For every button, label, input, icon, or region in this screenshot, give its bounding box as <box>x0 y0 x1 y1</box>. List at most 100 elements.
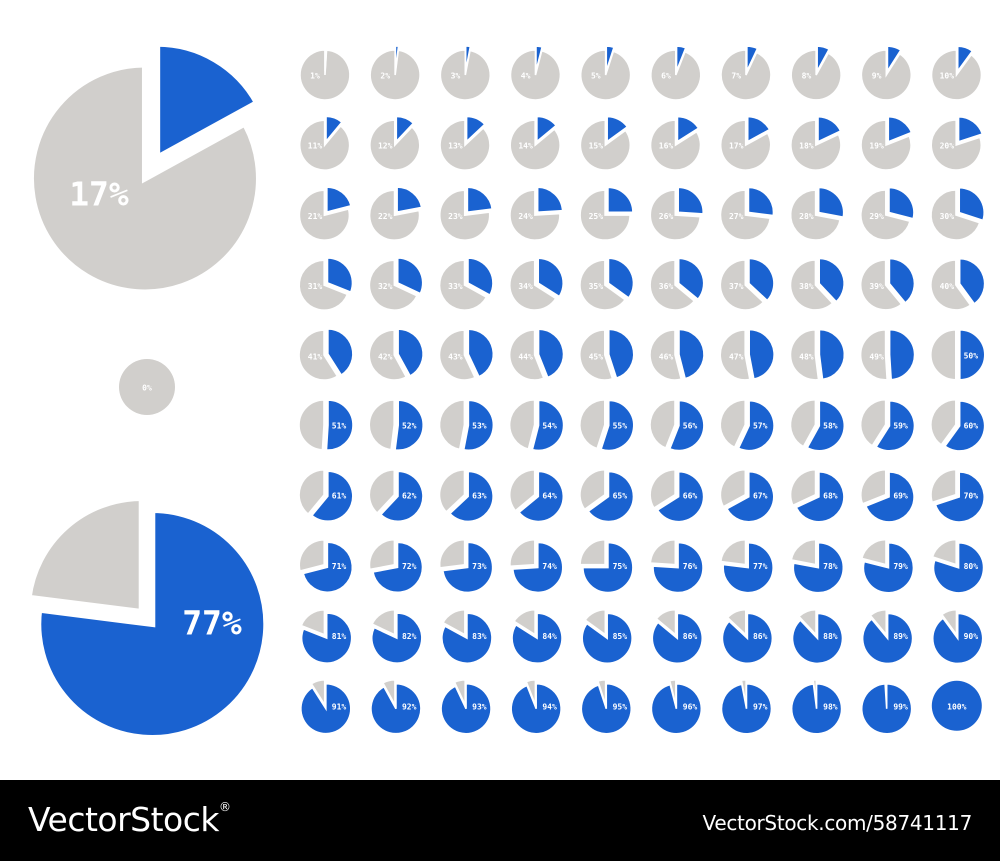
pie-26-empty-slice <box>649 189 702 241</box>
pie-29-empty-slice <box>860 189 911 241</box>
pie-72-label: 72% <box>402 562 417 571</box>
large-pie-77: 77% <box>25 494 270 741</box>
pie-20: 20% <box>930 115 984 171</box>
pie-66-filled-slice <box>656 470 705 523</box>
pie-84-empty-slice <box>512 608 536 637</box>
pie-12-label: 12% <box>378 142 393 151</box>
pie-38-filled-slice <box>818 257 845 303</box>
pie-2-label: 2% <box>380 72 390 81</box>
small-pie-grid: 1% 2% 3% 4% 5% 6% 7% 8% 9% 10% 11% 12% 13% 14% 15% 16% 1… <box>298 45 986 735</box>
pie-1-filled-slice <box>324 45 328 72</box>
pie-49-empty-slice <box>859 329 889 381</box>
pie-8-empty-slice <box>790 49 842 101</box>
image-id: VectorStock.com/58741117 <box>702 811 973 835</box>
pie-43-label: 43% <box>448 352 463 361</box>
pie-47-filled-slice <box>748 328 775 381</box>
pie-94-filled-slice <box>510 682 562 735</box>
pie-61-empty-slice <box>298 469 325 516</box>
pie-57-empty-slice <box>719 398 747 449</box>
pie-93-filled-slice <box>440 682 492 735</box>
pie-38-label: 38% <box>799 282 814 291</box>
pie-34-label: 34% <box>518 282 533 291</box>
pie-19-empty-slice <box>860 119 912 171</box>
pie-23-empty-slice <box>438 189 491 241</box>
pie-26: 26% <box>649 186 704 241</box>
pie-79-empty-slice <box>860 538 887 566</box>
pie-96-filled-slice <box>650 682 703 735</box>
pie-88-filled-slice <box>791 612 844 665</box>
pie-51-label: 51% <box>332 422 347 431</box>
pie-65-empty-slice <box>579 468 606 511</box>
pie-18-label: 18% <box>799 142 814 151</box>
pie-93-label: 93% <box>472 702 487 711</box>
pie-40-filled-slice <box>958 257 986 306</box>
pie-65-label: 65% <box>613 492 628 501</box>
pie-4-empty-slice <box>509 49 562 101</box>
pie-71-label: 71% <box>332 562 347 571</box>
pie-9-label: 9% <box>872 72 882 81</box>
pie-84-label: 84% <box>542 632 557 641</box>
pie-8-filled-slice <box>816 45 831 72</box>
pie-39-label: 39% <box>869 282 884 291</box>
pie-56-empty-slice <box>649 399 676 450</box>
pie-2-filled-slice <box>394 45 400 72</box>
pie-50-filled-slice <box>959 328 986 381</box>
pie-23: 23% <box>438 186 494 241</box>
pie-86-empty-slice <box>655 608 677 637</box>
pie-64-label: 64% <box>542 492 557 501</box>
pie-36-filled-slice <box>677 257 705 301</box>
pie-70-empty-slice <box>930 468 957 504</box>
pie-25: 25% <box>579 186 634 241</box>
pie-90-empty-slice <box>940 608 958 638</box>
pie-54: 54% <box>508 399 565 452</box>
pie-12: 12% <box>369 115 421 171</box>
pie-60-label: 60% <box>964 422 979 431</box>
pie-10-filled-slice <box>956 45 974 74</box>
pie-33-label: 33% <box>448 282 463 291</box>
pie-5-filled-slice <box>605 45 615 72</box>
pie-47-empty-slice <box>719 329 751 381</box>
pie-10: 10% <box>930 45 983 101</box>
pie-13: 13% <box>439 115 491 171</box>
pie-99-filled-slice <box>860 682 913 735</box>
pie-55-filled-slice <box>600 399 635 452</box>
pie-62-filled-slice <box>379 470 424 523</box>
pie-31: 31% <box>298 257 354 311</box>
pie-0-empty-slice <box>119 359 175 415</box>
pie-95-filled-slice <box>580 682 633 735</box>
pie-69-empty-slice <box>860 468 887 505</box>
pie-90-filled-slice <box>931 612 984 665</box>
pie-86: 86% <box>651 608 704 665</box>
pie-48: 48% <box>789 328 846 381</box>
pie-92-empty-slice <box>381 679 396 706</box>
pie-6-filled-slice <box>675 45 687 72</box>
pie-83: 83% <box>441 608 493 664</box>
large-pie-77-filled-slice <box>35 506 270 741</box>
pie-20-empty-slice <box>930 119 983 171</box>
pie-59: 59% <box>859 398 916 452</box>
pie-53-label: 53% <box>472 422 487 431</box>
large-pie-17-empty-slice <box>27 61 262 296</box>
pie-30-label: 30% <box>940 212 955 221</box>
pie-52: 52% <box>368 399 424 451</box>
pie-30-empty-slice <box>930 189 981 241</box>
pie-80-label: 80% <box>964 562 979 571</box>
pie-91: 91% <box>300 679 352 735</box>
pie-13-empty-slice <box>439 119 491 171</box>
pie-32-label: 32% <box>378 282 393 291</box>
pie-16-empty-slice <box>649 119 702 171</box>
pie-39-empty-slice <box>859 259 903 311</box>
pie-59-empty-slice <box>859 398 887 447</box>
pie-45-empty-slice <box>579 329 614 381</box>
pie-31-empty-slice <box>298 259 349 311</box>
pie-31-label: 31% <box>308 282 323 291</box>
pie-46-empty-slice <box>649 329 683 381</box>
pie-59-label: 59% <box>893 422 908 431</box>
pie-75: 75% <box>579 538 634 594</box>
pie-75-filled-slice <box>582 541 634 594</box>
pie-54-empty-slice <box>508 399 536 451</box>
pie-6: 6% <box>650 45 702 101</box>
pie-34-filled-slice <box>537 257 564 298</box>
pie-53: 53% <box>438 399 495 452</box>
pie-92: 92% <box>370 679 422 735</box>
